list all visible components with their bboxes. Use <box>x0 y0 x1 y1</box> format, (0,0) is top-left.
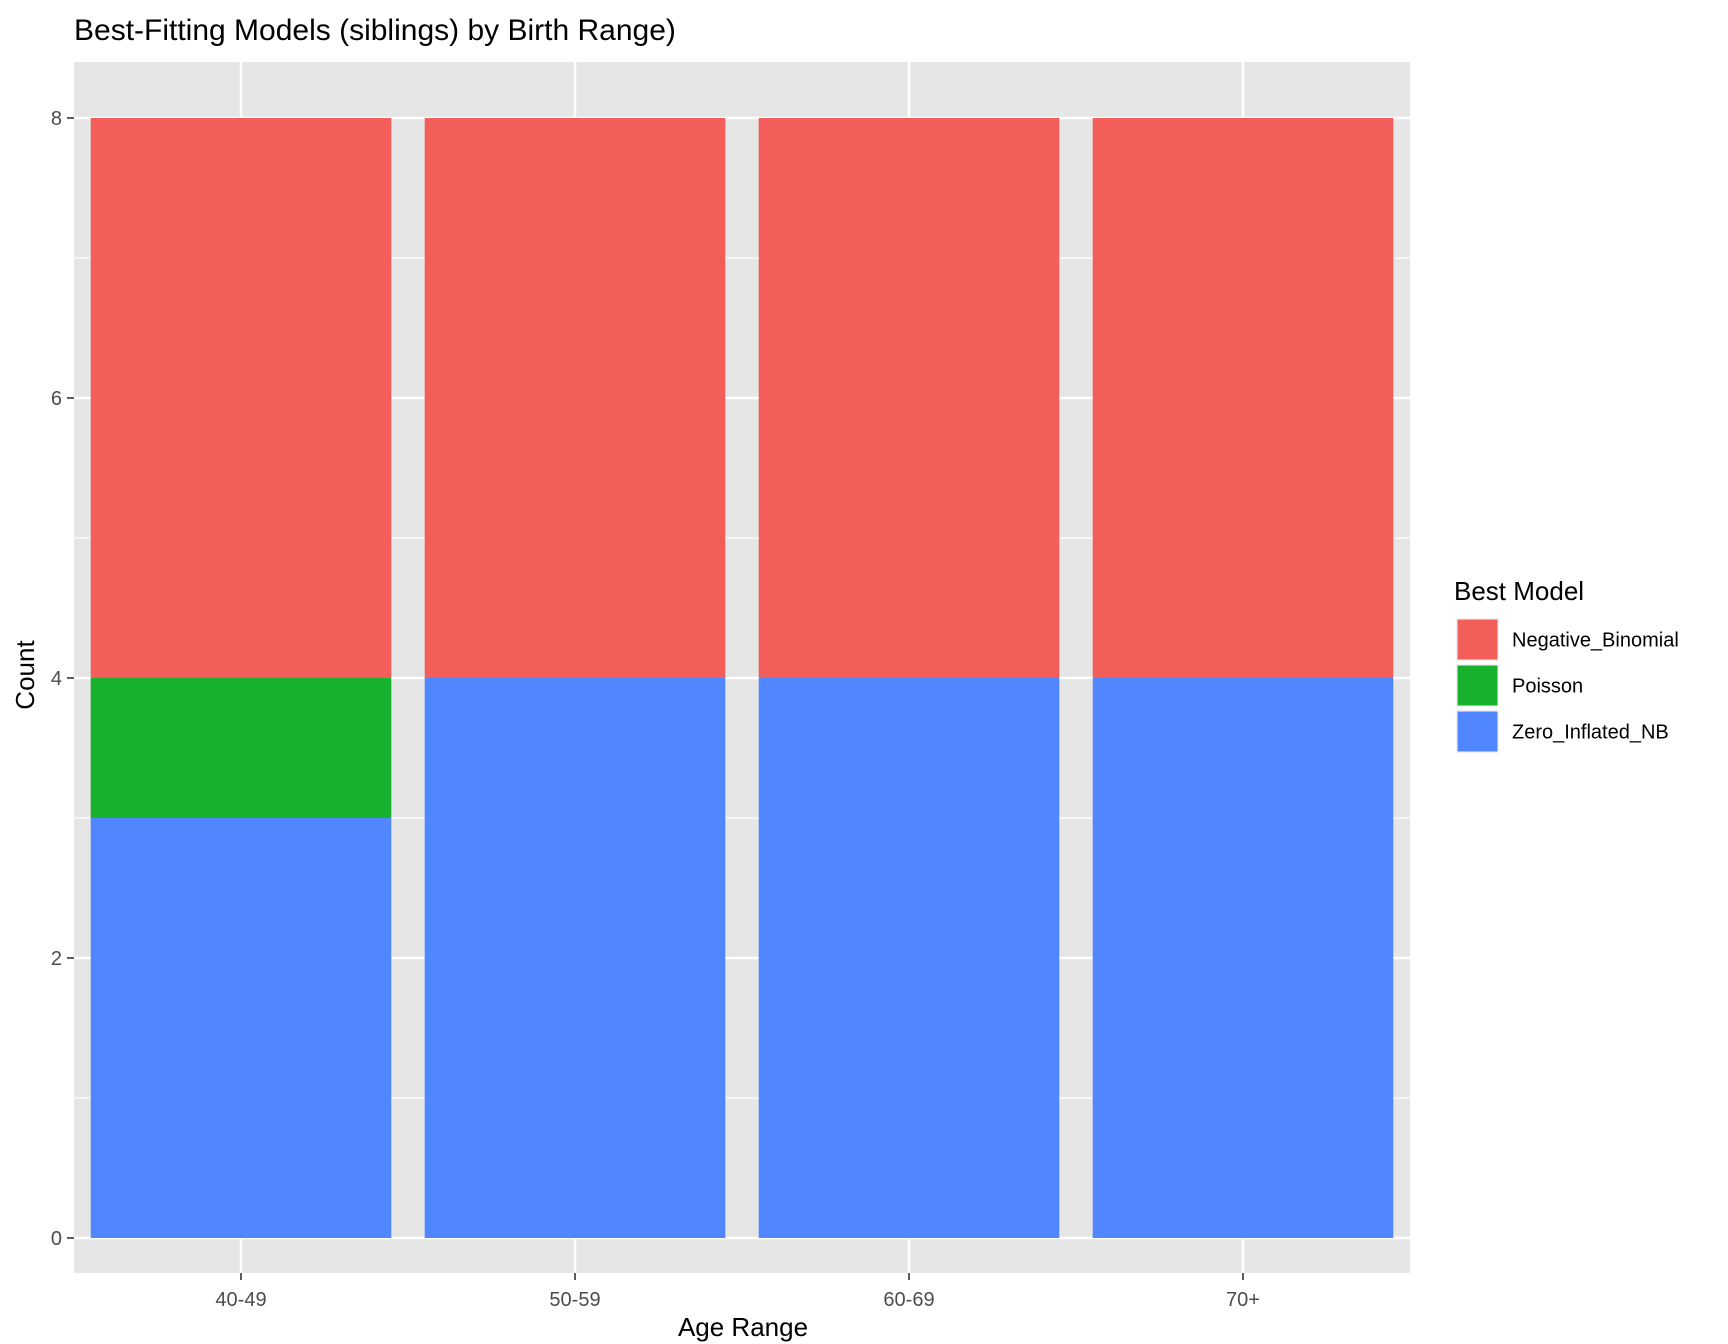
y-tick-label: 8 <box>51 108 62 130</box>
y-tick-label: 2 <box>51 948 62 970</box>
bar-zero-inflated-nb-40-49 <box>90 818 392 1238</box>
bar-negative-binomial-70plus <box>1092 118 1394 678</box>
y-tick-label: 6 <box>51 388 62 410</box>
x-tick-label: 70+ <box>1226 1289 1260 1311</box>
bar-zero-inflated-nb-70plus <box>1092 678 1394 1238</box>
y-tick-label: 0 <box>51 1228 62 1250</box>
legend-key-negative-binomial <box>1457 619 1498 660</box>
legend-items: Negative_Binomial Poisson Zero_Inflated_NB <box>1456 618 1679 753</box>
chart-title: Best-Fitting Models (siblings) by Birth … <box>74 14 676 47</box>
bar-negative-binomial-60-69 <box>758 118 1060 678</box>
x-axis-title: Age Range <box>678 1312 808 1342</box>
x-tick-label: 40-49 <box>215 1289 266 1311</box>
y-tick-label: 4 <box>51 668 62 690</box>
x-tick-label: 60-69 <box>883 1289 934 1311</box>
legend-key-zero-inflated-nb <box>1457 711 1498 752</box>
x-axis: 40-49 50-59 60-69 70+ <box>215 1273 1260 1311</box>
legend-key-poisson <box>1457 665 1498 706</box>
bar-zero-inflated-nb-60-69 <box>758 678 1060 1238</box>
legend-label: Negative_Binomial <box>1512 630 1679 652</box>
bar-negative-binomial-40-49 <box>90 118 392 678</box>
bars <box>90 118 1394 1238</box>
legend-title: Best Model <box>1454 576 1584 606</box>
bar-zero-inflated-nb-50-59 <box>424 678 726 1238</box>
legend: Best Model Negative_Binomial Poisson Zero_… <box>1454 576 1679 753</box>
legend-label: Zero_Inflated_NB <box>1512 722 1669 744</box>
x-tick-label: 50-59 <box>549 1289 600 1311</box>
plot-panel <box>74 62 1410 1273</box>
bar-poisson-40-49 <box>90 678 392 818</box>
y-axis-title: Count <box>10 640 40 710</box>
bar-negative-binomial-50-59 <box>424 118 726 678</box>
legend-label: Poisson <box>1512 676 1583 698</box>
y-axis: 0 2 4 6 8 <box>51 108 74 1250</box>
